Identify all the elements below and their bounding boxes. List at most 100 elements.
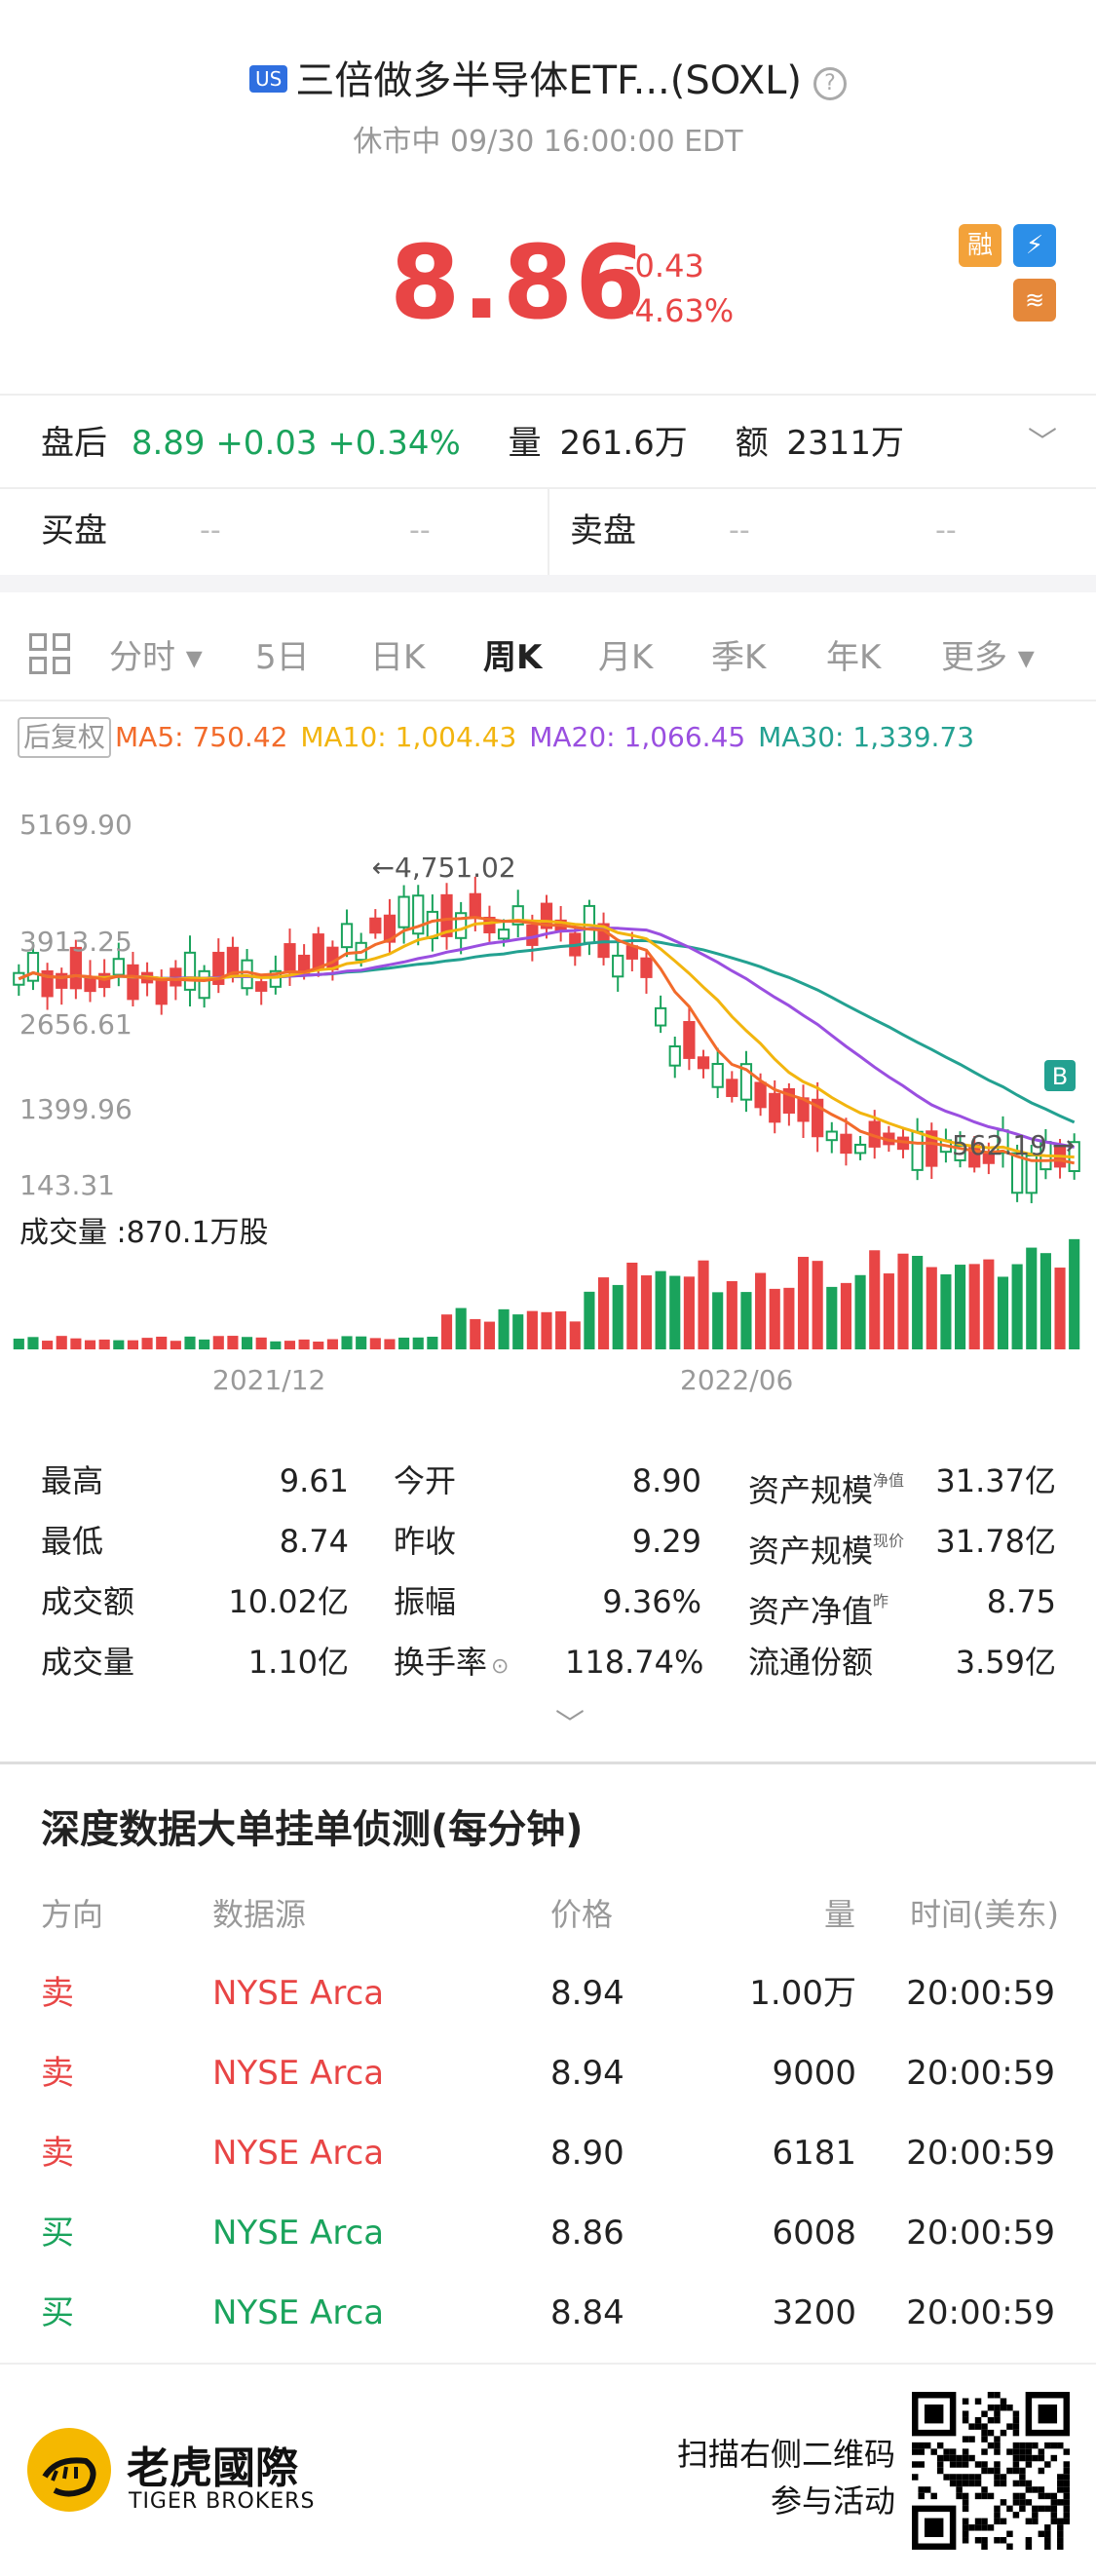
volume-bar	[156, 1336, 168, 1349]
stat-high-value: 9.61	[279, 1462, 349, 1499]
volume-bar	[1026, 1247, 1038, 1349]
volume-bar	[384, 1339, 396, 1349]
volume-bar	[854, 1274, 866, 1349]
stat-turnover-rate[interactable]: 换手率 ⊙	[394, 1643, 509, 1686]
brand-name-en: TIGER BROKERS	[129, 2489, 316, 2514]
margin-badge-icon[interactable]: 融	[959, 224, 1002, 267]
high-arrow-icon: ←	[372, 852, 395, 884]
candle	[340, 923, 354, 949]
tab-more[interactable]: 更多 ▾	[941, 638, 1035, 677]
candle	[312, 933, 324, 970]
stat-prevclose-value: 9.29	[631, 1523, 701, 1560]
col-direction: 方向	[41, 1896, 104, 1933]
candle	[911, 1130, 924, 1171]
cell-price: 8.90	[550, 2134, 624, 2173]
promo-text: 扫描右侧二维码 参与活动	[677, 2431, 895, 2524]
signal-marker-icon[interactable]	[1044, 1060, 1076, 1091]
candle	[469, 892, 481, 920]
stat-turnover-rate-value: 118.74%	[565, 1644, 704, 1681]
cell-price: 8.84	[550, 2293, 624, 2332]
stat-aum-nav-value: 31.37亿	[935, 1462, 1056, 1499]
stat-sup: 现价	[873, 1532, 905, 1550]
tab-intraday[interactable]: 分时 ▾	[109, 638, 203, 677]
tab-weekly[interactable]: 周K	[483, 638, 543, 677]
tab-daily[interactable]: 日K	[370, 638, 426, 677]
volume-bar	[655, 1270, 666, 1349]
stat-aum-price: 资产规模现价	[748, 1522, 904, 1571]
stat-aum-price-value: 31.78亿	[935, 1523, 1056, 1560]
after-hours-amount: 2311万	[786, 424, 904, 463]
candle	[255, 981, 268, 992]
ma10-line	[18, 918, 1075, 1159]
stat-turnover-value: 10.02亿	[228, 1583, 349, 1620]
tab-yearly[interactable]: 年K	[826, 638, 882, 677]
volume-bar	[70, 1338, 82, 1349]
y-tick-label: 1399.96	[19, 1093, 132, 1125]
volume-bar	[712, 1292, 724, 1349]
expand-chevron-icon[interactable]: ﹀	[555, 1708, 585, 1742]
flash-badge-icon[interactable]: ⚡	[1013, 224, 1056, 267]
layers-badge-icon[interactable]: ≋	[1013, 279, 1056, 322]
stat-label: 资产净值	[748, 1593, 874, 1630]
stat-shares-label: 流通份额	[748, 1644, 874, 1681]
candle	[127, 964, 139, 1001]
col-price: 价格	[550, 1896, 614, 1933]
volume-bar	[926, 1267, 937, 1349]
tab-quarterly[interactable]: 季K	[711, 638, 767, 677]
volume-bar	[626, 1263, 638, 1349]
table-row: 卖 NYSE Arca 8.90 6181 20:00:59	[0, 2113, 1096, 2193]
layout-grid-icon[interactable]	[29, 633, 72, 676]
cell-side: 卖	[41, 1974, 74, 2013]
candle	[483, 916, 496, 933]
stat-low: 最低	[41, 1522, 103, 1561]
volume-bar	[241, 1337, 253, 1349]
help-icon[interactable]: ?	[813, 67, 847, 100]
cell-qty: 6008	[772, 2214, 856, 2253]
candle	[812, 1098, 824, 1138]
after-hours-volume-label: 量	[508, 424, 542, 463]
volume-bar	[170, 1341, 181, 1349]
tab-5day[interactable]: 5日	[255, 638, 310, 677]
candle	[612, 954, 624, 978]
title-row: US 三倍做多半导体ETF...(SOXL)?	[0, 57, 1096, 105]
cell-source: NYSE Arca	[212, 2214, 385, 2253]
qr-code-icon[interactable]	[912, 2392, 1070, 2550]
col-qty: 量	[824, 1896, 856, 1933]
volume-bar	[912, 1256, 924, 1349]
stock-title[interactable]: 三倍做多半导体ETF...(SOXL)	[295, 58, 802, 103]
header: US 三倍做多半导体ETF...(SOXL)? 休市中 09/30 16:00:0…	[0, 0, 1096, 159]
candle	[84, 976, 96, 993]
cell-side: 卖	[41, 2134, 74, 2173]
cell-side: 卖	[41, 2054, 74, 2093]
tiger-logo-icon	[27, 2428, 111, 2512]
candle	[69, 946, 83, 990]
volume-bar	[298, 1339, 310, 1349]
chevron-down-icon[interactable]: ﹀	[1028, 426, 1057, 460]
cell-time: 20:00:59	[906, 2214, 1055, 2253]
promo-line: 扫描右侧二维码	[676, 2436, 895, 2473]
divider	[0, 700, 1096, 701]
market-badge: US	[249, 65, 288, 93]
volume-bar	[797, 1257, 810, 1349]
stat-nav-value: 8.75	[986, 1583, 1056, 1620]
candle	[1010, 1152, 1024, 1194]
tab-monthly[interactable]: 月K	[598, 638, 654, 677]
volume-bar	[569, 1321, 581, 1349]
info-icon[interactable]: ⊙	[491, 1654, 510, 1679]
divider	[0, 394, 1096, 396]
volume-bar	[369, 1338, 381, 1349]
volume-bar	[356, 1336, 367, 1349]
cell-qty: 9000	[772, 2054, 856, 2093]
kline-chart[interactable]: 4,751.02 ← 562.19 → B	[0, 779, 1096, 1364]
volume-bar	[1011, 1264, 1023, 1349]
volume-bar	[341, 1336, 353, 1349]
volume-bar	[313, 1341, 324, 1349]
after-hours-row[interactable]: 盘后 8.89 +0.03 +0.34% 量 261.6万 额 2311万 ﹀	[0, 399, 1096, 487]
candle	[383, 914, 397, 943]
after-hours-amount-label: 额	[735, 424, 769, 463]
stat-sup: 净值	[873, 1471, 905, 1490]
ma10-value: MA10: 1,004.43	[300, 721, 517, 753]
low-arrow-icon: →	[1052, 1129, 1075, 1161]
ma-legend: 后复权 MA5: 750.42 MA10: 1,004.43 MA20: 1,06…	[0, 716, 1096, 759]
adjust-toggle[interactable]: 后复权	[18, 717, 112, 758]
